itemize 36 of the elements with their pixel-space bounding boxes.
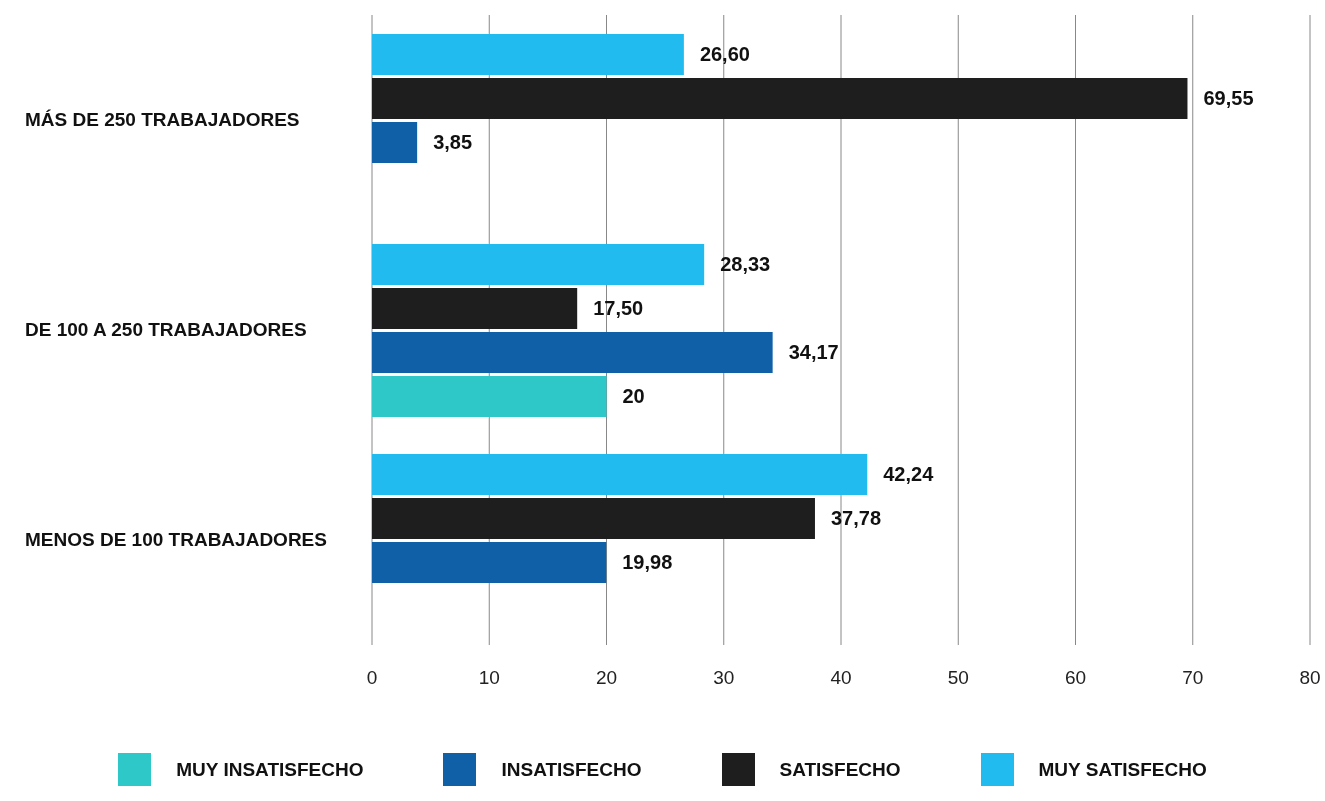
bar (372, 375, 607, 417)
legend-label: SATISFECHO (779, 758, 901, 781)
bar (372, 33, 684, 75)
x-tick-label: 60 (1064, 667, 1087, 689)
legend-label: MUY INSATISFECHO (176, 758, 364, 781)
data-label: 37,78 (830, 507, 882, 530)
x-tick-label: 70 (1182, 667, 1204, 689)
y-tick-label: MÁS DE 250 TRABAJADORES (25, 109, 300, 130)
x-tick-label: 80 (1299, 667, 1321, 689)
y-tick-label: MENOS DE 100 TRABAJADORES (25, 529, 327, 550)
bar (372, 287, 578, 329)
y-tick-label: DE 100 A 250 TRABAJADORES (25, 319, 307, 340)
data-label: 20 (622, 385, 645, 408)
data-label: 3,85 (433, 131, 473, 154)
data-label: 42,24 (883, 463, 935, 486)
bar (372, 453, 868, 495)
bar (372, 497, 815, 539)
bar (372, 243, 705, 285)
bar (372, 121, 418, 163)
data-label: 19,98 (622, 551, 673, 574)
bar (372, 77, 1188, 119)
x-tick-label: 20 (595, 667, 618, 689)
legend-label: INSATISFECHO (501, 758, 642, 781)
x-tick-label: 50 (947, 667, 969, 689)
data-label: 28,33 (720, 253, 771, 276)
data-label: 17,50 (593, 297, 644, 320)
bar (372, 331, 773, 373)
x-tick-label: 30 (713, 667, 735, 689)
x-tick-label: 10 (478, 667, 500, 689)
data-label: 34,17 (788, 341, 839, 364)
legend-label: MUY SATISFECHO (1038, 758, 1207, 781)
bar (372, 541, 607, 583)
x-tick-label: 40 (830, 667, 852, 689)
data-label: 26,60 (699, 43, 750, 66)
x-tick-label: 0 (366, 667, 378, 689)
data-label: 69,55 (1203, 87, 1254, 110)
